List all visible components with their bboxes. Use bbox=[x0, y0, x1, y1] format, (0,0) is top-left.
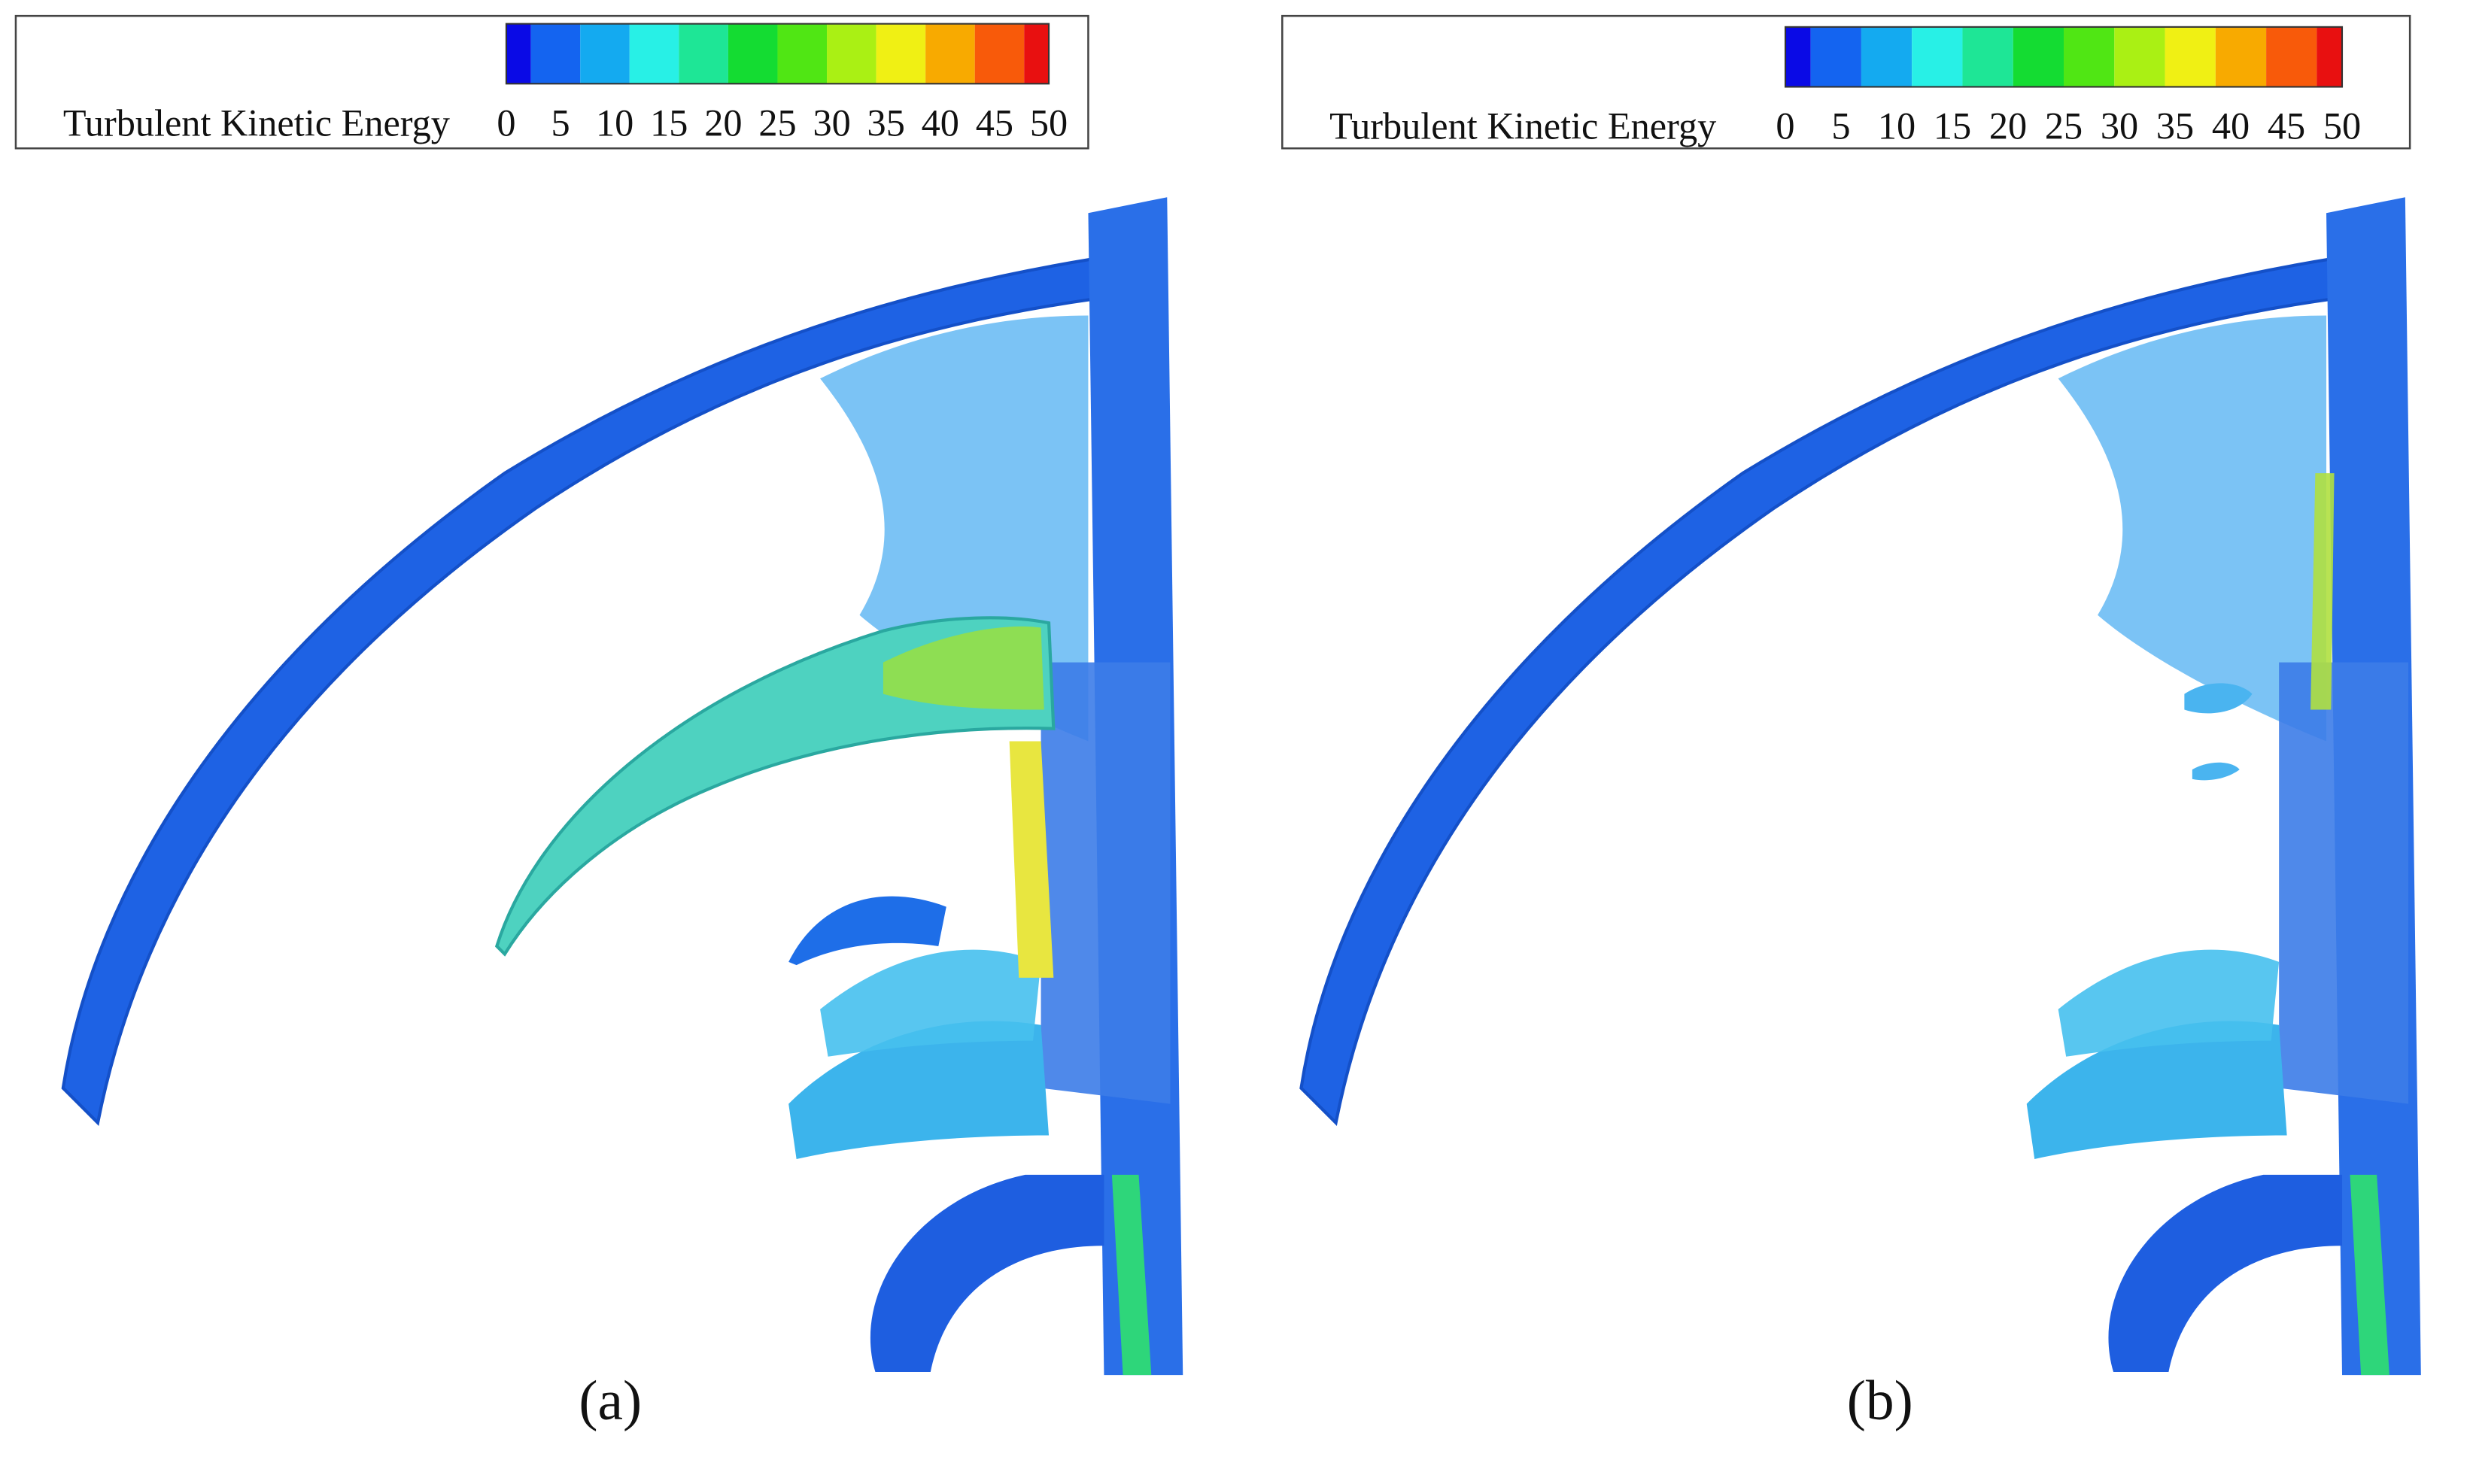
colorbar-swatch bbox=[629, 23, 679, 84]
colorbar-swatch bbox=[1810, 26, 1861, 87]
colorbar-tick-label: 0 bbox=[1776, 105, 1794, 147]
colorbar-swatch bbox=[2266, 26, 2317, 87]
colorbar-swatch bbox=[1861, 26, 1912, 87]
colorbar-tick-label: 0 bbox=[497, 102, 515, 144]
colorbar-swatch bbox=[925, 23, 975, 84]
colorbar-tick-label: 5 bbox=[551, 102, 570, 144]
colorbar-swatch bbox=[1785, 26, 1811, 87]
colorbar-tick-label: 40 bbox=[2212, 105, 2250, 147]
render-b-extra bbox=[2184, 473, 2335, 781]
colorbar-swatch bbox=[2114, 26, 2165, 87]
colorbar-tick-label: 50 bbox=[2323, 105, 2361, 147]
colorbar-tick-label: 35 bbox=[2156, 105, 2194, 147]
panel-caption: (b) bbox=[1847, 1370, 1913, 1432]
render-a-extra bbox=[494, 616, 1056, 978]
colorbar-swatch bbox=[1024, 23, 1050, 84]
colorbar-frame bbox=[505, 23, 1050, 85]
colorbar-tick-label: 25 bbox=[758, 102, 796, 144]
colorbar-swatch bbox=[2215, 26, 2267, 87]
colorbar-swatch bbox=[2064, 26, 2115, 87]
colorbar-swatch bbox=[827, 23, 876, 84]
colorbar-tick-label: 45 bbox=[976, 102, 1013, 144]
colorbar-swatch bbox=[1962, 26, 2013, 87]
legend-title: Turbulent Kinetic Energy bbox=[63, 102, 450, 144]
colorbar-tick-label: 15 bbox=[1934, 105, 1971, 147]
colorbar-swatch bbox=[679, 23, 728, 84]
colorbar-tick-label: 45 bbox=[2268, 105, 2305, 147]
legend-title: Turbulent Kinetic Energy bbox=[1329, 105, 1716, 147]
colorbar-swatch bbox=[580, 23, 630, 84]
colorbar-tick-label: 10 bbox=[1878, 105, 1916, 147]
panel-caption: (a) bbox=[579, 1370, 642, 1432]
colorbar-swatch bbox=[2165, 26, 2216, 87]
colorbar-swatch bbox=[777, 23, 828, 84]
colorbar-swatch bbox=[1912, 26, 1963, 87]
colorbar-tick-label: 25 bbox=[2045, 105, 2083, 147]
colorbar-swatch bbox=[876, 23, 926, 84]
colorbar-tick-label: 5 bbox=[1831, 105, 1850, 147]
colorbar-tick-label: 35 bbox=[867, 102, 905, 144]
colorbar-swatch bbox=[2013, 26, 2064, 87]
colorbar-swatch bbox=[974, 23, 1025, 84]
colorbar-tick-label: 15 bbox=[650, 102, 688, 144]
colorbar-frame bbox=[1784, 26, 2344, 88]
colorbar-swatch bbox=[2317, 26, 2343, 87]
colorbar-tick-label: 10 bbox=[596, 102, 633, 144]
colorbar-tick-label: 20 bbox=[1989, 105, 2027, 147]
render-b bbox=[1301, 197, 2420, 1375]
colorbar-swatch bbox=[530, 23, 581, 84]
colorbar-swatch bbox=[506, 23, 531, 84]
colorbar-swatch bbox=[728, 23, 778, 84]
colorbar-tick-label: 30 bbox=[2101, 105, 2138, 147]
colorbar-tick-label: 20 bbox=[704, 102, 742, 144]
colorbar-tick-label: 30 bbox=[813, 102, 850, 144]
colorbar-tick-label: 50 bbox=[1030, 102, 1068, 144]
colorbar-tick-label: 40 bbox=[922, 102, 959, 144]
